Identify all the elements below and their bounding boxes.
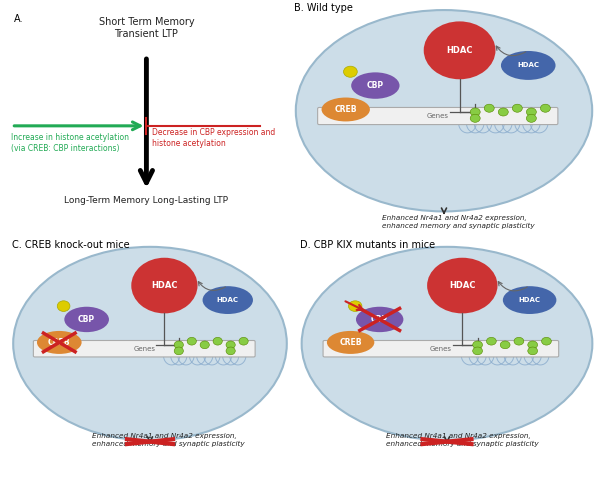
Ellipse shape — [13, 247, 287, 440]
Ellipse shape — [64, 307, 109, 332]
Text: B. Wild type: B. Wild type — [294, 2, 353, 13]
Circle shape — [424, 21, 496, 79]
Text: HDAC: HDAC — [151, 281, 178, 290]
Circle shape — [473, 341, 482, 348]
Circle shape — [473, 347, 482, 355]
Circle shape — [427, 257, 497, 314]
Text: Enhanced Nr4a1 and Nr4a2 expression,
enhanced memory and synaptic plasticity: Enhanced Nr4a1 and Nr4a2 expression, enh… — [92, 433, 245, 447]
Text: Increase in histone acetylation
(via CREB: CBP interactions): Increase in histone acetylation (via CRE… — [11, 133, 130, 153]
FancyBboxPatch shape — [34, 341, 255, 357]
FancyBboxPatch shape — [317, 107, 558, 124]
Text: D. CBP KIX mutants in mice: D. CBP KIX mutants in mice — [300, 240, 435, 250]
Text: Genes: Genes — [430, 346, 452, 352]
Circle shape — [174, 341, 184, 348]
Text: Genes: Genes — [133, 346, 155, 352]
Text: Genes: Genes — [427, 113, 449, 119]
Ellipse shape — [351, 72, 400, 99]
Ellipse shape — [503, 286, 556, 314]
Text: HDAC: HDAC — [446, 46, 473, 55]
Text: Short Term Memory
Transient LTP: Short Term Memory Transient LTP — [98, 16, 194, 39]
Circle shape — [239, 337, 248, 345]
Circle shape — [57, 301, 70, 312]
Circle shape — [131, 257, 197, 314]
Text: A.: A. — [14, 15, 23, 24]
Circle shape — [213, 337, 222, 345]
Circle shape — [542, 337, 551, 345]
Text: HDAC: HDAC — [517, 62, 539, 68]
Text: Enhanced Nr4a1 and Nr4a2 expression,
enhanced memory and synaptic plasticity: Enhanced Nr4a1 and Nr4a2 expression, enh… — [382, 215, 534, 229]
Circle shape — [498, 108, 508, 116]
FancyArrowPatch shape — [498, 282, 527, 291]
Circle shape — [487, 337, 496, 345]
Text: CBP: CBP — [367, 81, 384, 90]
Text: C. CREB knock-out mice: C. CREB knock-out mice — [12, 240, 130, 250]
Circle shape — [470, 108, 480, 116]
Circle shape — [200, 341, 209, 348]
Circle shape — [484, 104, 494, 112]
Text: HDAC: HDAC — [217, 297, 239, 303]
Ellipse shape — [356, 307, 403, 332]
Text: CBP: CBP — [371, 315, 388, 324]
Text: HDAC: HDAC — [518, 297, 541, 303]
Circle shape — [526, 108, 536, 116]
Text: CREB: CREB — [48, 338, 71, 347]
Ellipse shape — [296, 10, 592, 212]
Circle shape — [344, 66, 357, 77]
Ellipse shape — [302, 247, 592, 440]
Ellipse shape — [327, 331, 374, 354]
Circle shape — [528, 347, 538, 355]
Circle shape — [174, 347, 184, 355]
Text: CREB: CREB — [334, 105, 357, 114]
Ellipse shape — [322, 98, 370, 121]
FancyArrowPatch shape — [199, 282, 226, 290]
Circle shape — [187, 337, 196, 345]
Circle shape — [500, 341, 510, 348]
Circle shape — [541, 104, 550, 112]
FancyArrowPatch shape — [496, 46, 526, 56]
Circle shape — [528, 341, 538, 348]
Circle shape — [526, 114, 536, 122]
Ellipse shape — [37, 331, 82, 354]
Ellipse shape — [501, 51, 556, 80]
Text: Decrease in CBP expression and
histone acetylation: Decrease in CBP expression and histone a… — [152, 128, 275, 148]
Text: CBP: CBP — [78, 315, 95, 324]
Circle shape — [226, 347, 235, 355]
Text: Long-Term Memory Long-Lasting LTP: Long-Term Memory Long-Lasting LTP — [64, 196, 229, 205]
Circle shape — [514, 337, 524, 345]
Ellipse shape — [203, 286, 253, 314]
FancyBboxPatch shape — [323, 341, 559, 357]
Circle shape — [226, 341, 235, 348]
Circle shape — [349, 301, 362, 312]
Text: Enhanced Nr4a1 and Nr4a2 expression,
enhanced memory and synaptic plasticity: Enhanced Nr4a1 and Nr4a2 expression, enh… — [386, 433, 538, 447]
Circle shape — [512, 104, 523, 112]
Text: HDAC: HDAC — [449, 281, 476, 290]
FancyArrowPatch shape — [346, 302, 363, 310]
Circle shape — [470, 114, 480, 122]
Text: CREB: CREB — [340, 338, 362, 347]
